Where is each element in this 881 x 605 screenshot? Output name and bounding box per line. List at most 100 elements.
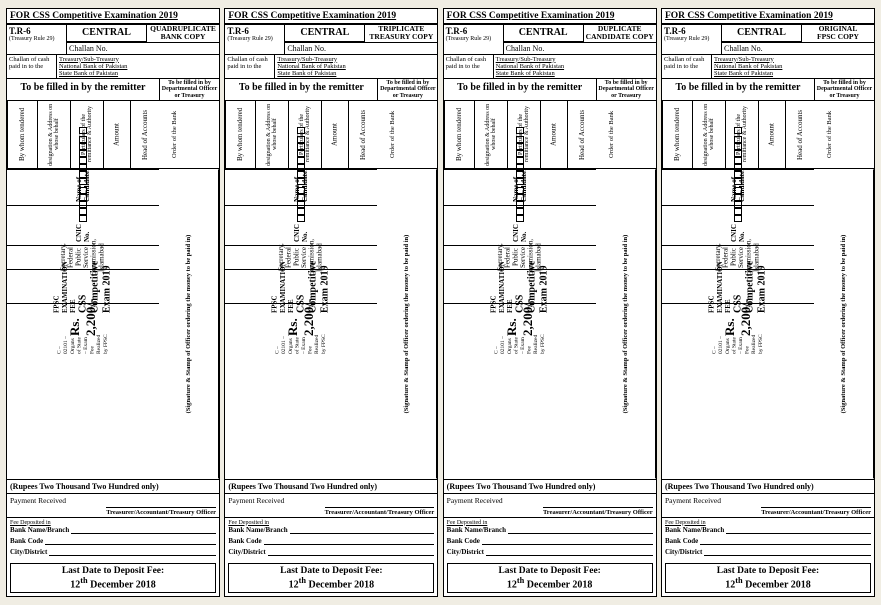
last-date-box: Last Date to Deposit Fee: 12th December …	[447, 563, 653, 593]
central-label: CENTRAL	[722, 25, 802, 42]
signature-text: (Signature & Stamp of Officer ordering t…	[814, 169, 874, 478]
exam-title: FOR CSS Competitive Examination 2019	[447, 11, 653, 21]
tr6-label: T.R-6	[227, 26, 282, 36]
cash-lines: Treasury/Sub-TreasuryNational Bank of Pa…	[57, 55, 219, 78]
treasurer-label: Treasurer/Accountant/Treasury Officer	[325, 507, 435, 516]
rupees-words: (Rupees Two Thousand Two Hundred only)	[444, 480, 656, 494]
mid-left: Name of Candidate: CNIC No. -- Secretary…	[225, 169, 377, 478]
bank-code-field[interactable]	[264, 537, 435, 545]
account-code: C – 02101 – Organs of State – Exam Fee R…	[662, 331, 814, 357]
col-order: Order of the Bank	[378, 101, 408, 168]
cash-row: Challan of cash paid in to the Treasury/…	[444, 55, 656, 79]
col-amount: Amount	[103, 101, 130, 168]
city-field[interactable]	[49, 548, 216, 556]
tr6-cell: T.R-6 (Treasury Rule 29)	[444, 25, 504, 54]
rupees-words: (Rupees Two Thousand Two Hundred only)	[7, 480, 219, 494]
middle-section: Name of Candidate: CNIC No. -- Secretary…	[7, 169, 219, 479]
copy-type: TRIPLICATETREASURY COPY	[365, 25, 437, 42]
col-order: Order of the Bank	[160, 101, 190, 168]
bank-name-field[interactable]	[71, 526, 216, 534]
cash-lines: Treasury/Sub-TreasuryNational Bank of Pa…	[494, 55, 656, 78]
bank-code-field[interactable]	[700, 537, 871, 545]
col-order: Order of the Bank	[815, 101, 845, 168]
col-designation: designation & Address on whose behalf	[692, 101, 725, 168]
city-label: City/District	[228, 548, 265, 556]
col-amount: Amount	[321, 101, 348, 168]
tr6-row: T.R-6 (Treasury Rule 29) CENTRAL DUPLICA…	[444, 24, 656, 55]
bank-code-field[interactable]	[45, 537, 216, 545]
deposit-section: Fee Deposited in Bank Name/Branch Bank C…	[662, 518, 874, 561]
challan-no-label: Challan No.	[504, 42, 656, 54]
bank-name-label: Bank Name/Branch	[228, 526, 287, 534]
last-date-value: 12th December 2018	[668, 576, 868, 590]
mid-left: Name of Candidate: CNIC No. -- Secretary…	[662, 169, 814, 478]
last-date-box: Last Date to Deposit Fee: 12th December …	[10, 563, 216, 593]
amount: Rs. 2,200/-	[662, 303, 814, 331]
cash-label: Challan of cash paid in to the	[662, 55, 712, 78]
payment-received: Payment Received Treasurer/Accountant/Tr…	[662, 494, 874, 518]
treasury-rule: (Treasury Rule 29)	[446, 36, 501, 42]
bank-code-label: Bank Code	[665, 537, 698, 545]
payment-received: Payment Received Treasurer/Accountant/Tr…	[7, 494, 219, 518]
bank-name-field[interactable]	[726, 526, 871, 534]
treasurer-label: Treasurer/Accountant/Treasury Officer	[106, 507, 216, 516]
last-date-value: 12th December 2018	[231, 576, 431, 590]
last-date-label: Last Date to Deposit Fee:	[450, 566, 650, 576]
copy-type: DUPLICATECANDIDATE COPY	[584, 25, 656, 42]
fill-by-remitter: To be filled in by the remitter	[662, 79, 814, 101]
city-label: City/District	[10, 548, 47, 556]
amount: Rs. 2,200/-	[225, 303, 377, 331]
mid-left: Name of Candidate: CNIC No. -- Secretary…	[7, 169, 159, 478]
col-tendered: By whom tendered	[444, 101, 474, 168]
challan-slip: FOR CSS Competitive Examination 2019 T.R…	[443, 8, 657, 597]
last-date-label: Last Date to Deposit Fee:	[13, 566, 213, 576]
account-code: C – 02101 – Organs of State – Exam Fee R…	[7, 331, 159, 357]
payment-received: Payment Received Treasurer/Accountant/Tr…	[444, 494, 656, 518]
tr6-label: T.R-6	[664, 26, 719, 36]
copy-type: QUADRUPLICATEBANK COPY	[147, 25, 219, 42]
rupees-words: (Rupees Two Thousand Two Hundred only)	[225, 480, 437, 494]
exam-title: FOR CSS Competitive Examination 2019	[10, 11, 216, 21]
tr6-cell: T.R-6 (Treasury Rule 29)	[662, 25, 722, 54]
challan-no-label: Challan No.	[67, 42, 219, 54]
tr6-label: T.R-6	[9, 26, 64, 36]
city-field[interactable]	[704, 548, 871, 556]
fill-by-remitter: To be filled in by the remitter	[444, 79, 596, 101]
city-field[interactable]	[268, 548, 435, 556]
slip-header: FOR CSS Competitive Examination 2019	[225, 9, 437, 24]
deposit-section: Fee Deposited in Bank Name/Branch Bank C…	[7, 518, 219, 561]
amount: Rs. 2,200/-	[444, 303, 596, 331]
slip-header: FOR CSS Competitive Examination 2019	[444, 9, 656, 24]
middle-section: Name of Candidate: CNIC No. -- Secretary…	[662, 169, 874, 479]
col-amount: Amount	[540, 101, 567, 168]
city-field[interactable]	[486, 548, 653, 556]
treasurer-label: Treasurer/Accountant/Treasury Officer	[761, 507, 871, 516]
tr6-cell: T.R-6 (Treasury Rule 29)	[7, 25, 67, 54]
cash-label: Challan of cash paid in to the	[444, 55, 494, 78]
account-code: C – 02101 – Organs of State – Exam Fee R…	[444, 331, 596, 357]
cash-label: Challan of cash paid in to the	[7, 55, 57, 78]
middle-section: Name of Candidate: CNIC No. -- Secretary…	[444, 169, 656, 479]
signature-text: (Signature & Stamp of Officer ordering t…	[159, 169, 219, 478]
payment-received: Payment Received Treasurer/Accountant/Tr…	[225, 494, 437, 518]
column-headers: By whom tendered designation & Address o…	[444, 101, 656, 169]
slip-header: FOR CSS Competitive Examination 2019	[7, 9, 219, 24]
col-tendered: By whom tendered	[225, 101, 255, 168]
bank-code-label: Bank Code	[228, 537, 261, 545]
bank-code-label: Bank Code	[10, 537, 43, 545]
bank-code-field[interactable]	[482, 537, 653, 545]
copy-type: ORIGINALFPSC COPY	[802, 25, 874, 42]
fill-row: To be filled in by the remitter To be fi…	[444, 79, 656, 102]
challan-no-label: Challan No.	[722, 42, 874, 54]
bank-name-label: Bank Name/Branch	[447, 526, 506, 534]
bank-name-field[interactable]	[508, 526, 653, 534]
cash-row: Challan of cash paid in to the Treasury/…	[7, 55, 219, 79]
amount: Rs. 2,200/-	[7, 303, 159, 331]
cash-label: Challan of cash paid in to the	[225, 55, 275, 78]
last-date-box: Last Date to Deposit Fee: 12th December …	[228, 563, 434, 593]
signature-text: (Signature & Stamp of Officer ordering t…	[596, 169, 656, 478]
tr6-row: T.R-6 (Treasury Rule 29) CENTRAL TRIPLIC…	[225, 24, 437, 55]
bank-name-field[interactable]	[290, 526, 435, 534]
cnic-boxes: --	[516, 127, 524, 222]
deposit-section: Fee Deposited in Bank Name/Branch Bank C…	[225, 518, 437, 561]
